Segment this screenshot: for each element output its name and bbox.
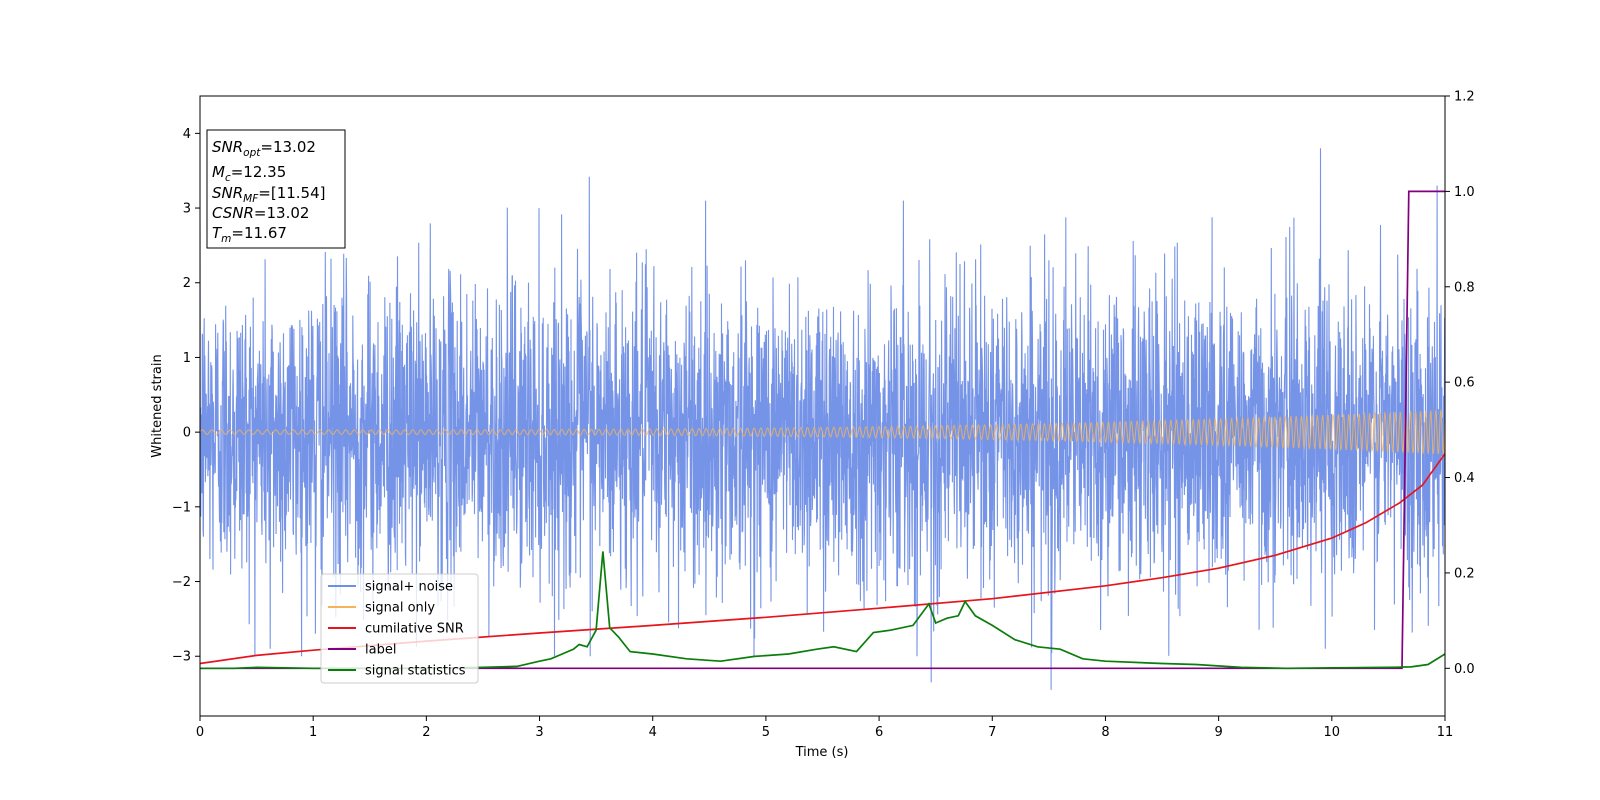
legend-frame bbox=[320, 573, 479, 684]
x-axis-title: Time (s) bbox=[795, 745, 849, 760]
y-axis-right: 0.0 0.2 0.4 0.6 0.8 1.0 1.2 bbox=[1445, 90, 1475, 677]
x-tick-label: 11 bbox=[1437, 725, 1454, 740]
info-line-subscript: opt bbox=[243, 147, 261, 159]
legend-label: cumilative SNR bbox=[365, 622, 464, 637]
y-left-tick-label: 1 bbox=[183, 351, 191, 366]
info-box: SNRopt=13.02Mc=12.35SNRMF=[11.54]CSNR=13… bbox=[206, 129, 346, 249]
x-tick-label: 5 bbox=[762, 725, 770, 740]
info-box-frame bbox=[206, 129, 346, 249]
y-left-tick-label: −3 bbox=[172, 650, 191, 665]
y-left-tick-label: 0 bbox=[183, 426, 191, 441]
x-tick-label: 1 bbox=[309, 725, 317, 740]
info-line-value: =[11.54] bbox=[258, 184, 325, 202]
legend-label: label bbox=[365, 643, 396, 658]
y-right-tick-label: 0.6 bbox=[1454, 376, 1475, 391]
info-line-subscript: MF bbox=[243, 193, 259, 205]
info-line-subscript: c bbox=[225, 172, 231, 184]
y-left-tick-label: −1 bbox=[172, 500, 191, 515]
x-tick-label: 4 bbox=[649, 725, 657, 740]
info-line: SNRopt=13.02 bbox=[212, 138, 316, 159]
y-left-tick-label: 2 bbox=[183, 276, 191, 291]
info-line: Mc=12.35 bbox=[212, 163, 286, 184]
x-tick-label: 8 bbox=[1101, 725, 1109, 740]
info-line-value: =12.35 bbox=[231, 163, 287, 181]
y-right-tick-label: 1.0 bbox=[1454, 185, 1475, 200]
y-left-tick-label: 3 bbox=[183, 202, 191, 217]
info-line-value: =11.67 bbox=[231, 224, 287, 242]
x-tick-label: 3 bbox=[535, 725, 543, 740]
y-right-tick-label: 0.2 bbox=[1454, 566, 1475, 581]
x-axis: 0 1 2 3 4 5 6 7 8 9 10 11 bbox=[196, 716, 1453, 740]
y-right-tick-label: 1.2 bbox=[1454, 90, 1475, 105]
x-tick-label: 6 bbox=[875, 725, 883, 740]
plot-frame bbox=[199, 95, 1446, 717]
y-right-tick-label: 0.8 bbox=[1454, 280, 1475, 295]
legend-label: signal statistics bbox=[365, 664, 466, 679]
legend: signal+ noise signal only cumilative SNR la… bbox=[320, 573, 479, 684]
info-line: CSNR=13.02 bbox=[212, 204, 309, 222]
x-tick-label: 9 bbox=[1214, 725, 1222, 740]
info-line-subscript: m bbox=[221, 233, 231, 245]
legend-label: signal only bbox=[365, 601, 435, 616]
info-line-value: =13.02 bbox=[254, 204, 310, 222]
info-line-symbol: M bbox=[212, 163, 225, 181]
info-line-symbol: SNR bbox=[212, 138, 243, 156]
info-line: Tm=11.67 bbox=[212, 224, 287, 245]
series-line-signal-only bbox=[200, 409, 1445, 455]
info-line-symbol: T bbox=[212, 224, 223, 242]
series-line-label bbox=[200, 190, 1445, 670]
y-axis-title: Whitened strain bbox=[150, 354, 165, 457]
y-right-tick-label: 0.0 bbox=[1454, 662, 1475, 677]
y-left-tick-label: −2 bbox=[172, 575, 191, 590]
info-line-symbol: CSNR bbox=[212, 204, 254, 222]
y-left-tick-label: 4 bbox=[183, 127, 191, 142]
x-tick-label: 0 bbox=[196, 725, 204, 740]
info-line-symbol: SNR bbox=[212, 184, 243, 202]
series-line-signal-statistics bbox=[200, 551, 1445, 670]
info-line: SNRMF=[11.54] bbox=[212, 184, 326, 205]
x-tick-label: 10 bbox=[1324, 725, 1341, 740]
info-line-value: =13.02 bbox=[260, 138, 316, 156]
y-axis-left: −3 −2 −1 0 1 2 3 4 bbox=[172, 127, 200, 665]
y-right-tick-label: 0.4 bbox=[1454, 471, 1475, 486]
x-tick-label: 2 bbox=[422, 725, 430, 740]
x-tick-label: 7 bbox=[988, 725, 996, 740]
legend-label: signal+ noise bbox=[365, 580, 453, 595]
